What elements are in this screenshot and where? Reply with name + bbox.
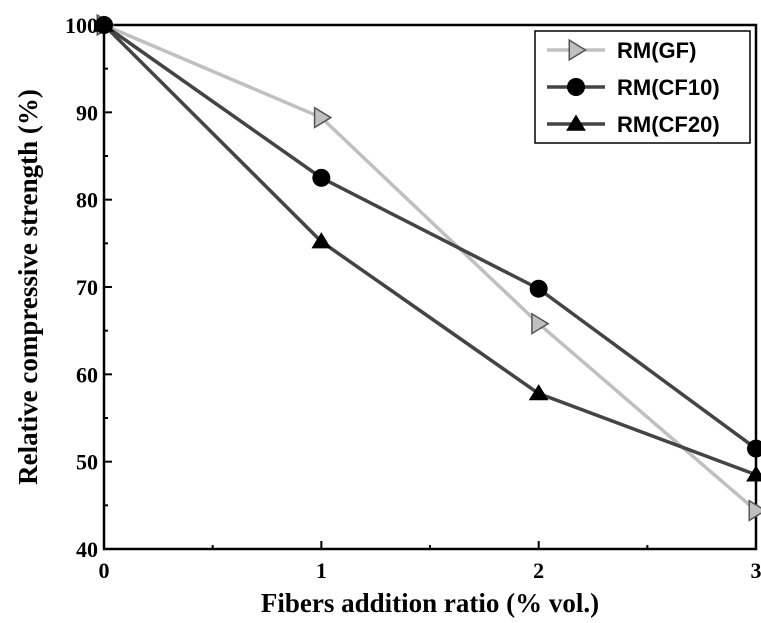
data-point [748,499,761,522]
data-point [313,106,333,129]
y-axis-title: Relative compressive strength (%) [13,89,43,485]
series-3 [94,15,761,482]
data-point [747,439,761,458]
x-tick-label: 3 [751,558,761,583]
series-layer [94,13,761,522]
series-line [102,23,758,450]
legend-label: RM(CF10) [617,75,720,100]
x-tick-label: 0 [99,558,110,583]
y-tick-label: 50 [76,450,98,475]
y-tick-label: 90 [76,100,98,125]
legend: RM(GF) RM(CF10) RM(CF20) [534,30,751,144]
data-point [531,312,550,335]
x-axis-ticks: 0 1 2 3 [99,541,761,583]
series-1 [96,13,761,522]
data-point [746,465,761,482]
legend-label: RM(CF20) [617,112,720,137]
legend-marker [567,78,585,96]
x-tick-label: 2 [533,558,544,583]
legend-item: RM(GF) [547,38,696,63]
data-point [529,279,548,298]
series-line [102,23,757,477]
y-tick-label: 100 [65,13,98,38]
y-tick-label: 70 [76,275,98,300]
y-tick-label: 40 [76,537,98,562]
x-axis-title: Fibers addition ratio (% vol.) [261,588,599,618]
series-line [103,23,758,512]
legend-label: RM(GF) [617,38,696,63]
y-axis-ticks: 40 50 60 70 80 90 100 [65,13,112,562]
legend-item: RM(CF20) [547,112,720,137]
data-point [94,15,114,32]
x-tick-label: 1 [316,558,327,583]
data-point [528,384,549,401]
data-point [312,168,331,187]
legend-marker [566,114,586,131]
legend-item: RM(CF10) [547,75,720,100]
data-point [311,232,332,249]
legend-marker [568,38,587,62]
y-tick-label: 60 [76,362,98,387]
y-tick-label: 80 [76,188,98,213]
